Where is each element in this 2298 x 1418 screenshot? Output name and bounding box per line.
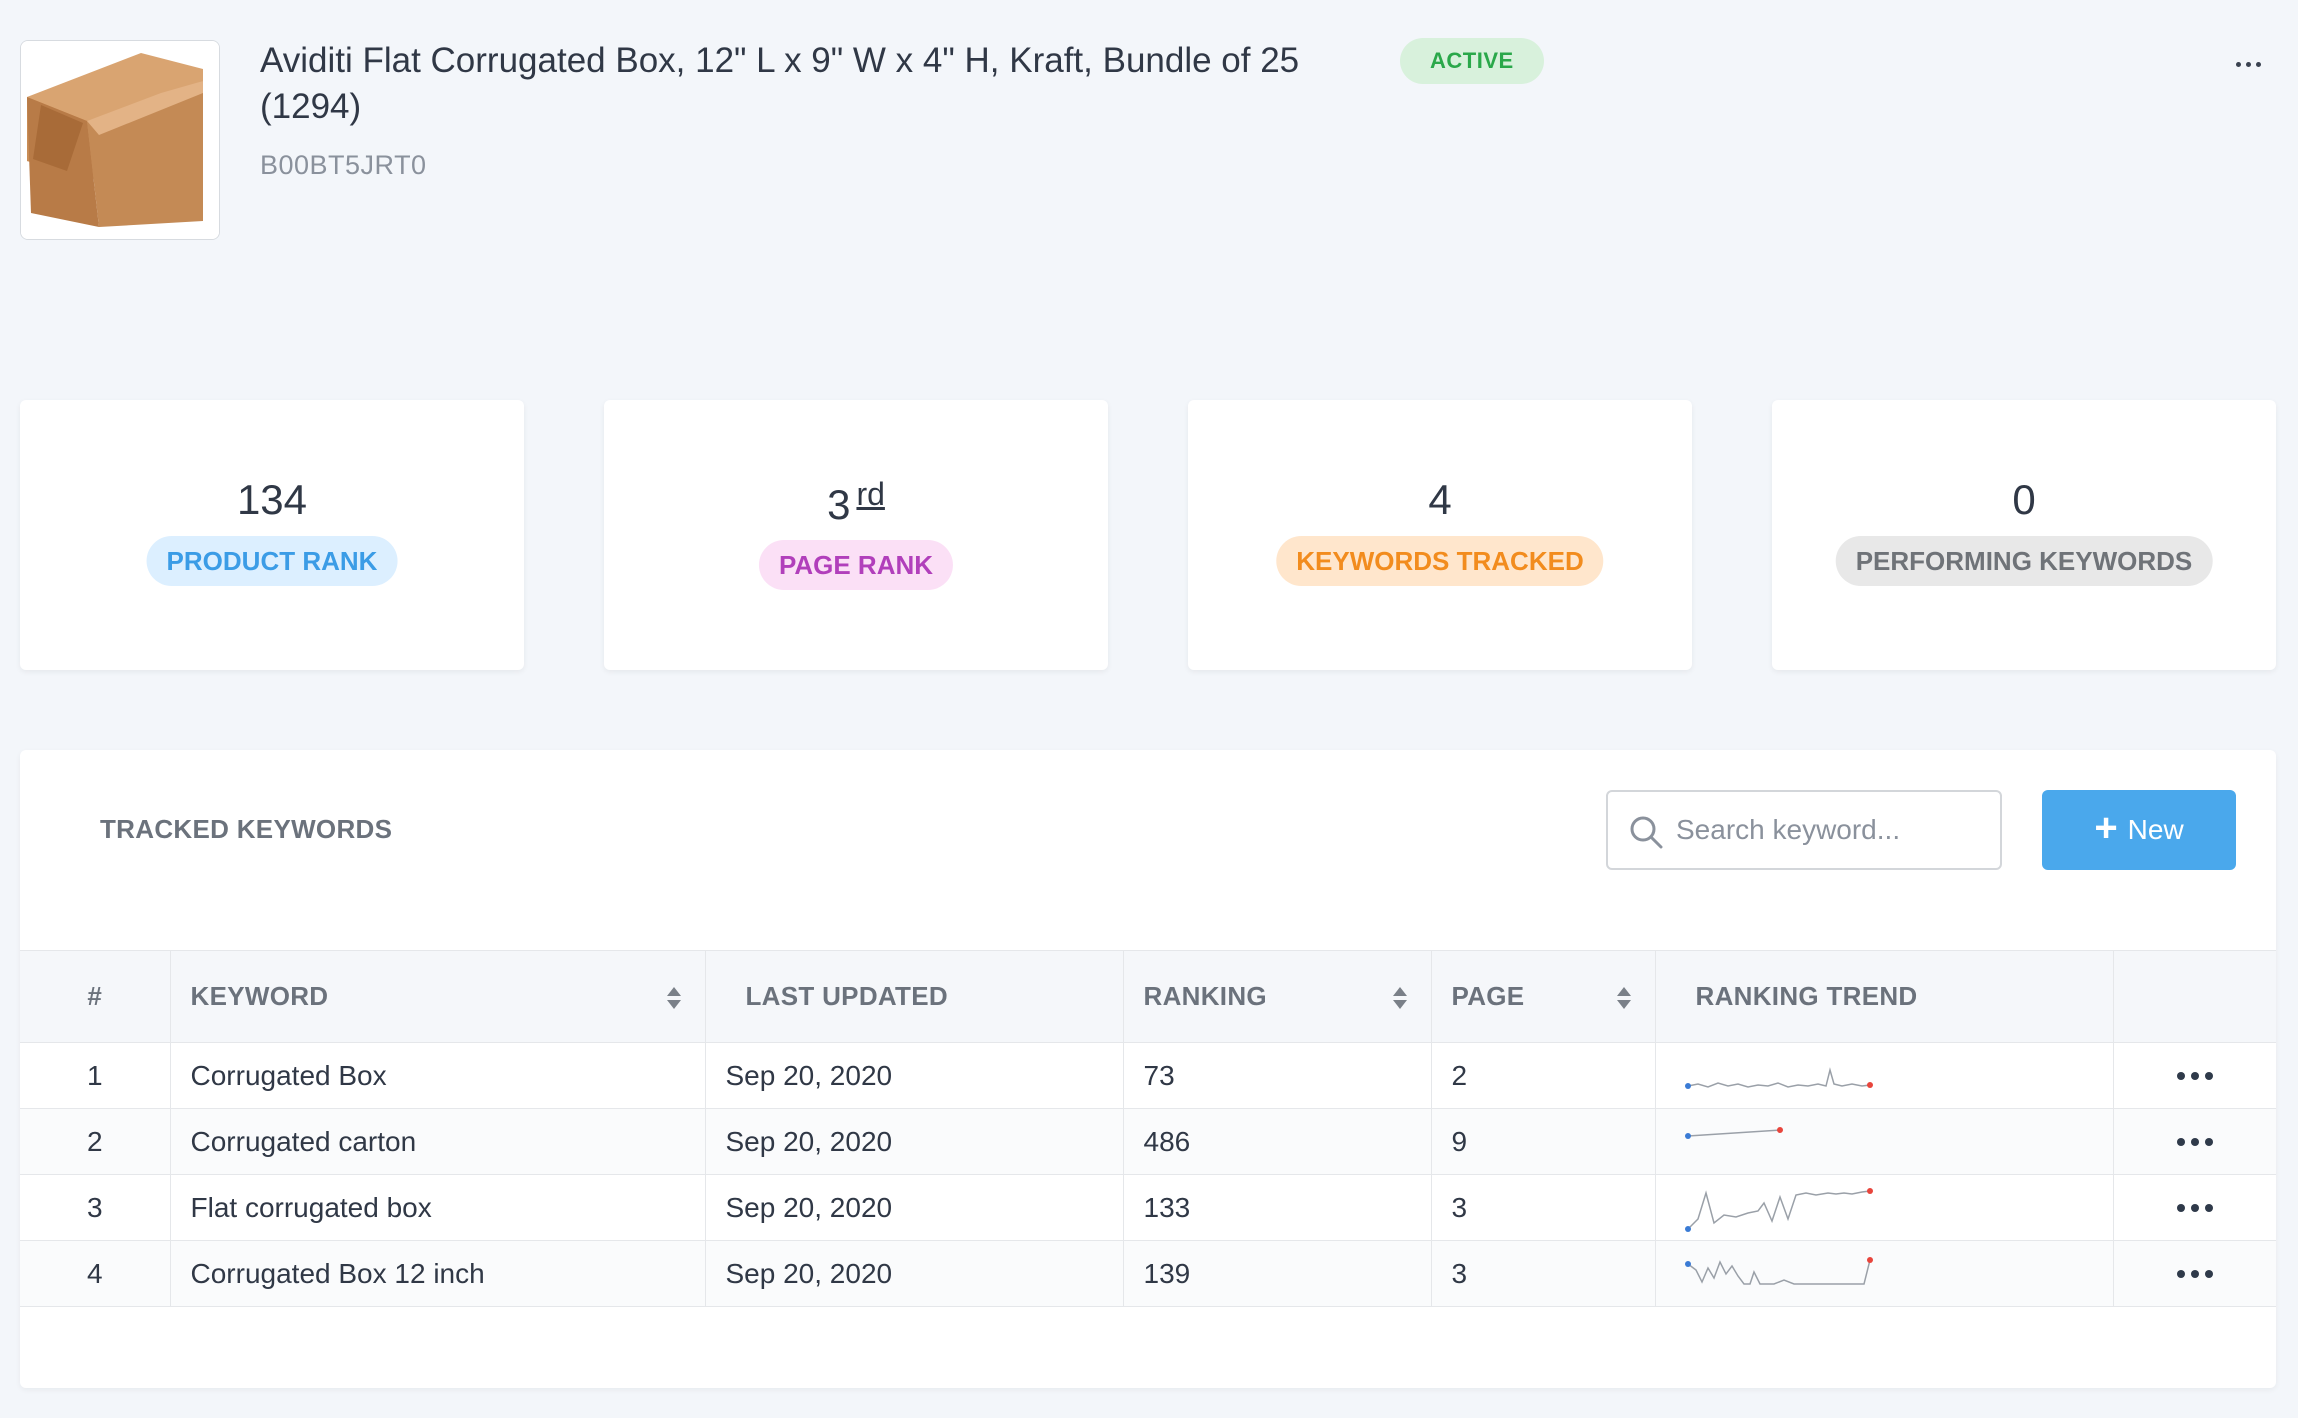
- row-trend: [1655, 1240, 2114, 1307]
- row-ranking: 73: [1123, 1042, 1432, 1109]
- row-keyword: Corrugated Box 12 inch: [170, 1240, 706, 1307]
- new-button-label: New: [2127, 814, 2184, 845]
- performing-keywords-card: 0 PERFORMING KEYWORDS: [1772, 400, 2276, 670]
- tracked-keywords-panel: TRACKED KEYWORDS + New # KEYWORD LAST UP…: [20, 750, 2276, 1388]
- ranking-sparkline: [1684, 1187, 1873, 1232]
- page-rank-suffix: rd: [856, 476, 885, 512]
- page-rank-number: 3: [827, 481, 851, 528]
- search-box[interactable]: [1606, 790, 2002, 870]
- row-keyword: Corrugated Box: [170, 1042, 706, 1109]
- ranking-sparkline: [1684, 1256, 1873, 1285]
- sort-icon[interactable]: [1616, 987, 1631, 1009]
- row-last-updated: Sep 20, 2020: [705, 1042, 1124, 1109]
- row-ranking: 486: [1123, 1108, 1432, 1175]
- performing-keywords-label: PERFORMING KEYWORDS: [1835, 536, 2213, 586]
- product-asin: B00BT5JRT0: [260, 150, 427, 180]
- status-badge: ACTIVE: [1400, 38, 1544, 84]
- more-horizontal-icon[interactable]: [2134, 1203, 2257, 1212]
- col-keyword-label: KEYWORD: [190, 981, 329, 1011]
- row-trend: [1655, 1042, 2114, 1109]
- table-row: 3 Flat corrugated box Sep 20, 2020 133 3: [20, 1174, 2276, 1241]
- product-image: [20, 40, 220, 240]
- more-horizontal-icon[interactable]: [2134, 1071, 2257, 1080]
- row-actions[interactable]: [2113, 1108, 2276, 1175]
- more-horizontal-icon[interactable]: [2134, 1137, 2257, 1146]
- row-index: 2: [20, 1108, 171, 1175]
- sort-icon[interactable]: [666, 987, 681, 1009]
- table-header-row: # KEYWORD LAST UPDATED RANKING PAGE RANK…: [20, 950, 2276, 1043]
- ranking-sparkline: [1684, 1066, 1873, 1089]
- col-ranking[interactable]: RANKING: [1123, 950, 1432, 1043]
- plus-icon: +: [2094, 806, 2118, 850]
- product-rank-label: PRODUCT RANK: [146, 536, 398, 586]
- row-index: 4: [20, 1240, 171, 1307]
- row-last-updated: Sep 20, 2020: [705, 1108, 1124, 1175]
- product-rank-value: 134: [236, 476, 308, 523]
- table-row: 4 Corrugated Box 12 inch Sep 20, 2020 13…: [20, 1240, 2276, 1307]
- row-page: 3: [1431, 1174, 1656, 1241]
- row-ranking: 139: [1123, 1240, 1432, 1307]
- keywords-table: # KEYWORD LAST UPDATED RANKING PAGE RANK…: [20, 950, 2276, 1307]
- new-keyword-button[interactable]: + New: [2042, 790, 2236, 870]
- product-title: Aviditi Flat Corrugated Box, 12" L x 9" …: [260, 41, 1300, 126]
- sort-icon[interactable]: [1392, 987, 1407, 1009]
- col-last-updated: LAST UPDATED: [705, 950, 1124, 1043]
- more-horizontal-icon[interactable]: [2228, 44, 2268, 84]
- row-last-updated: Sep 20, 2020: [705, 1174, 1124, 1241]
- col-keyword[interactable]: KEYWORD: [170, 950, 706, 1043]
- row-trend: [1655, 1108, 2114, 1175]
- table-row: 2 Corrugated carton Sep 20, 2020 486 9: [20, 1108, 2276, 1175]
- col-actions: [2113, 950, 2276, 1043]
- col-ranking-label: RANKING: [1143, 981, 1267, 1011]
- performing-keywords-value: 0: [2012, 476, 2036, 523]
- row-trend: [1655, 1174, 2114, 1241]
- ranking-sparkline: [1684, 1126, 1783, 1139]
- col-ranking-trend: RANKING TREND: [1655, 950, 2114, 1043]
- product-rank-card: 134 PRODUCT RANK: [20, 400, 524, 670]
- row-actions[interactable]: [2113, 1042, 2276, 1109]
- row-actions[interactable]: [2113, 1240, 2276, 1307]
- row-actions[interactable]: [2113, 1174, 2276, 1241]
- row-page: 2: [1431, 1042, 1656, 1109]
- keywords-tracked-card: 4 KEYWORDS TRACKED: [1188, 400, 1692, 670]
- col-page[interactable]: PAGE: [1431, 950, 1656, 1043]
- search-input[interactable]: [1676, 792, 1986, 868]
- panel-title: TRACKED KEYWORDS: [100, 814, 393, 844]
- keywords-tracked-value: 4: [1428, 476, 1452, 523]
- col-index: #: [20, 950, 171, 1043]
- row-page: 3: [1431, 1240, 1656, 1307]
- row-index: 3: [20, 1174, 171, 1241]
- row-keyword: Flat corrugated box: [170, 1174, 706, 1241]
- more-horizontal-icon[interactable]: [2134, 1269, 2257, 1278]
- row-page: 9: [1431, 1108, 1656, 1175]
- row-keyword: Corrugated carton: [170, 1108, 706, 1175]
- col-page-label: PAGE: [1451, 981, 1525, 1011]
- page-rank-label: PAGE RANK: [758, 540, 954, 590]
- search-icon: [1630, 816, 1663, 849]
- row-ranking: 133: [1123, 1174, 1432, 1241]
- row-index: 1: [20, 1042, 171, 1109]
- table-row: 1 Corrugated Box Sep 20, 2020 73 2: [20, 1042, 2276, 1109]
- keywords-tracked-label: KEYWORDS TRACKED: [1276, 536, 1604, 586]
- row-last-updated: Sep 20, 2020: [705, 1240, 1124, 1307]
